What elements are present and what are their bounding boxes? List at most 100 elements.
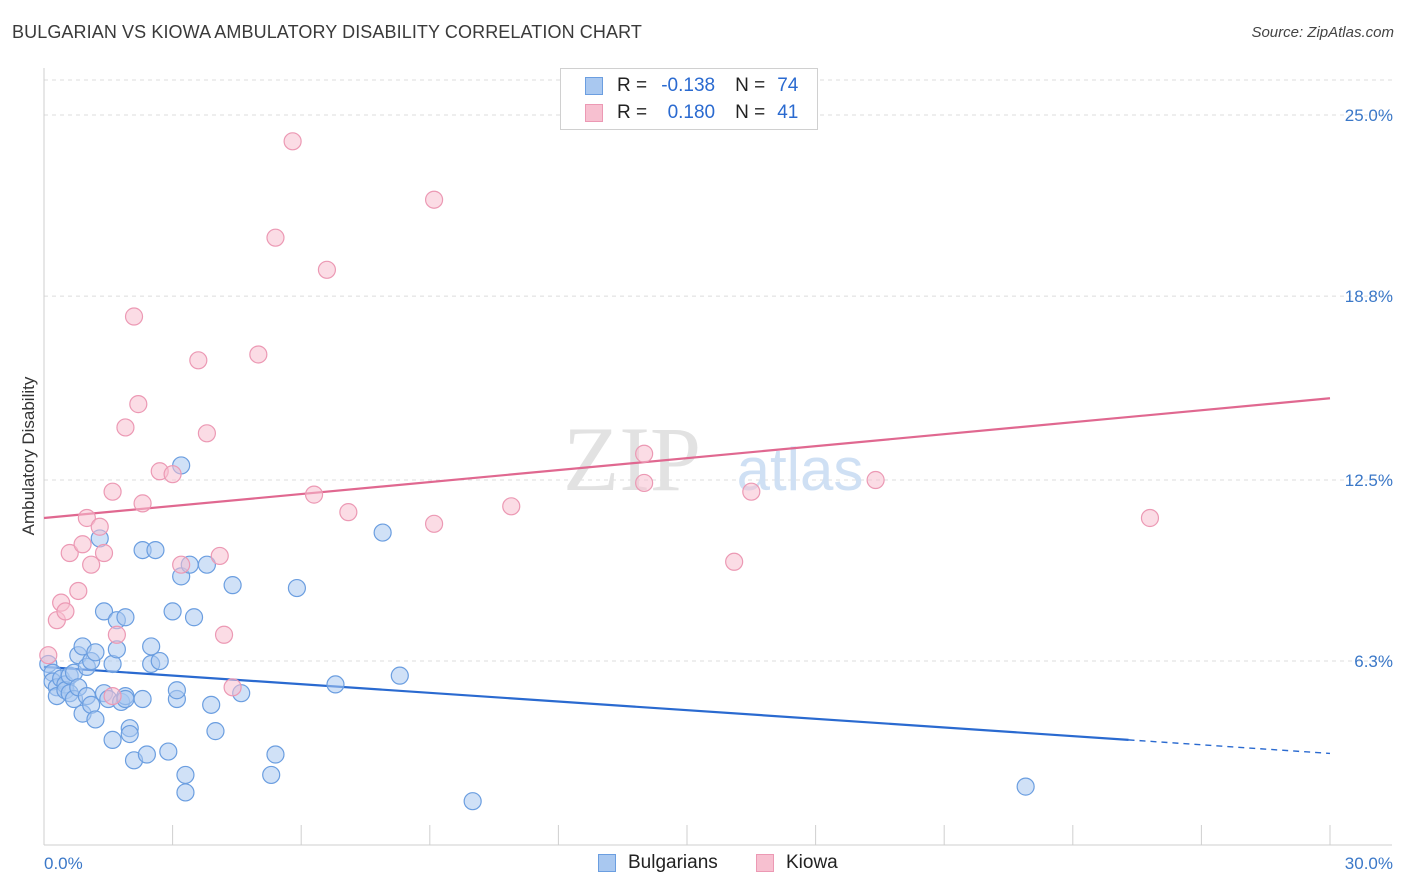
series-legend: Bulgarians Kiowa (0, 852, 1406, 878)
kiowa-point (60, 543, 79, 563)
kiowa-n-value: 41 (777, 102, 799, 123)
bulgarians-swatch (585, 77, 603, 95)
bulgarians-point (326, 675, 345, 694)
r-label: R = (617, 102, 648, 123)
kiowa-point (424, 514, 444, 533)
kiowa-point (172, 555, 191, 574)
kiowa-point (223, 678, 242, 697)
bulgarians-point (197, 555, 216, 574)
bulgarians-point (86, 710, 105, 729)
legend-row-kiowa: R = 0.180 N = 41 (585, 101, 798, 125)
x-tick-label-min: 0.0% (44, 854, 83, 873)
stats-legend: R = -0.138 N = 74 R = 0.180 N = 41 (560, 68, 818, 130)
bulgarians-point (94, 602, 114, 621)
bulgarians-n-value: 74 (777, 75, 799, 96)
kiowa-point (103, 686, 122, 706)
x-tick-label-max: 30.0% (1345, 854, 1393, 873)
kiowa-point (339, 503, 358, 522)
source-label: Source: ZipAtlas.com (1251, 24, 1394, 41)
bulgarians-point (223, 576, 242, 595)
n-label: N = (735, 102, 766, 123)
kiowa-point (283, 132, 302, 151)
kiowa-legend-swatch (756, 854, 774, 872)
kiowa-point (725, 552, 744, 571)
bulgarians-point (176, 783, 195, 802)
bulgarians-point (150, 651, 169, 671)
kiowa-point (424, 190, 444, 209)
bulgarians-legend-swatch (598, 854, 616, 872)
bulgarians-point (163, 602, 182, 621)
kiowa-legend-label: Kiowa (786, 852, 838, 873)
bulgarians-point (146, 540, 165, 560)
kiowa-trendline (43, 397, 1331, 520)
chart-title: BULGARIAN VS KIOWA AMBULATORY DISABILITY… (12, 22, 642, 42)
kiowa-point (866, 470, 885, 490)
bulgarians-point (463, 792, 482, 811)
kiowa-point (210, 546, 229, 566)
bulgarians-point (103, 730, 122, 749)
y-tick-label: 6.3% (1354, 652, 1393, 671)
bulgarians-point (176, 765, 195, 785)
bulgarians-point (184, 608, 204, 627)
legend-item-bulgarians[interactable]: Bulgarians (598, 852, 718, 874)
kiowa-point (90, 517, 109, 536)
kiowa-point (214, 625, 234, 644)
kiowa-point (635, 473, 654, 493)
kiowa-point (129, 395, 148, 414)
kiowa-point (39, 646, 58, 665)
kiowa-point (69, 581, 88, 601)
kiowa-point (94, 543, 114, 563)
y-axis-label: Ambulatory Disability (19, 376, 38, 535)
bulgarians-point (202, 695, 221, 714)
kiowa-point (82, 555, 101, 574)
bulgarians-point (137, 745, 156, 764)
kiowa-point (124, 307, 144, 326)
watermark: ZIP atlas (563, 408, 863, 510)
bulgarians-trendline (43, 665, 1129, 741)
kiowa-point (249, 345, 268, 364)
bulgarians-point (206, 722, 225, 741)
kiowa-swatch (585, 104, 603, 122)
y-tick-label: 25.0% (1345, 106, 1393, 125)
kiowa-point (133, 494, 152, 513)
kiowa-point (103, 482, 122, 501)
axis-labels: 6.3% 12.5% 18.8% 25.0% 0.0% 30.0% Ambulatory D… (19, 106, 1393, 873)
y-tick-label: 18.8% (1345, 287, 1393, 306)
bulgarians-point (159, 742, 178, 761)
bulgarians-point (1016, 777, 1035, 796)
kiowa-point (77, 508, 96, 528)
kiowa-point (197, 424, 216, 443)
data-points (39, 132, 1160, 811)
bulgarians-point (133, 689, 152, 709)
trendlines (43, 397, 1331, 755)
kiowa-point (635, 444, 654, 463)
kiowa-point (304, 485, 324, 504)
kiowa-point (56, 602, 75, 621)
bulgarians-point (142, 637, 161, 656)
gridlines (44, 79, 1392, 662)
bulgarians-point (167, 681, 186, 700)
bulgarians-point (266, 745, 285, 764)
bulgarians-point (287, 578, 307, 598)
bulgarians-r-value: -0.138 (661, 75, 716, 96)
kiowa-point (266, 228, 285, 247)
kiowa-point (107, 625, 126, 644)
legend-item-kiowa[interactable]: Kiowa (756, 852, 838, 874)
bulgarians-trendline-extension (1128, 739, 1331, 755)
kiowa-point (742, 482, 761, 501)
kiowa-point (317, 260, 337, 279)
bulgarians-legend-label: Bulgarians (628, 852, 718, 873)
kiowa-point (163, 465, 182, 484)
bulgarians-point (390, 666, 409, 685)
legend-row-bulgarians: R = -0.138 N = 74 (585, 74, 798, 98)
kiowa-point (73, 535, 92, 554)
y-tick-label: 12.5% (1345, 471, 1393, 490)
kiowa-r-value: 0.180 (667, 102, 716, 123)
bulgarians-point (262, 765, 281, 785)
axes (43, 68, 1392, 846)
kiowa-point (1140, 508, 1160, 528)
bulgarians-point (373, 523, 392, 542)
kiowa-point (189, 351, 208, 370)
bulgarians-point (116, 608, 135, 627)
